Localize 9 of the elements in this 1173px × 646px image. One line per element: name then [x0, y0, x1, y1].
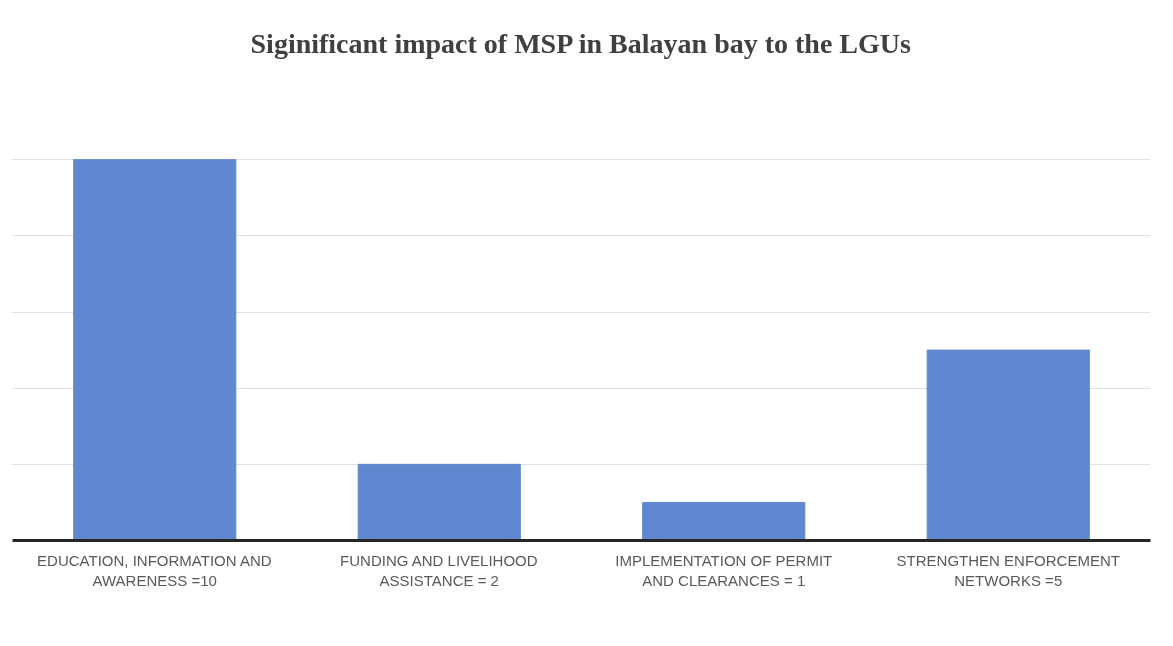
- x-tick-label: FUNDING AND LIVELIHOOD ASSISTANCE = 2: [340, 551, 538, 589]
- x-tick-label: EDUCATION, INFORMATION AND AWARENESS =10: [37, 551, 272, 589]
- bar: [642, 501, 806, 541]
- bar: [73, 159, 237, 541]
- x-tick-label: STRENGTHEN ENFORCEMENT NETWORKS =5: [896, 551, 1120, 589]
- bar: [357, 463, 521, 541]
- bar: [926, 349, 1090, 541]
- chart-title: Siginificant impact of MSP in Balayan bay to the LGUs: [250, 27, 912, 59]
- x-tick-label: IMPLEMENTATION OF PERMIT AND CLEARANCES = 1: [615, 551, 833, 589]
